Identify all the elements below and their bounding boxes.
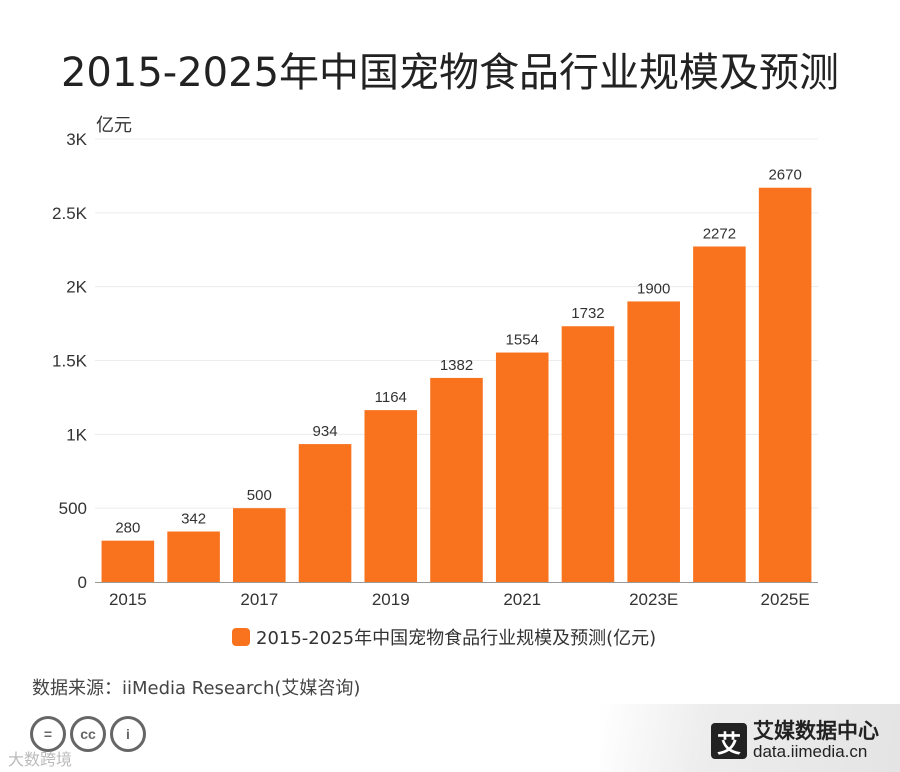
bar-value-labels: 280 342 500 934 1164 1382 1554 1732 1900 2272 2670 [115, 167, 801, 537]
footer-band [600, 704, 900, 772]
bar-value-label: 1900 [637, 280, 670, 297]
bar-value-label: 280 [115, 520, 140, 537]
bars [101, 187, 812, 583]
chart-title: 2015-2025年中国宠物食品行业规模及预测 [60, 50, 840, 96]
x-tick-label: 2019 [372, 590, 410, 609]
bar-value-label: 342 [181, 510, 206, 527]
bar-value-label: 1732 [571, 305, 604, 322]
bar-2024E[interactable] [693, 246, 746, 582]
x-tick-label: 2017 [240, 590, 278, 609]
x-axis-ticks: 2015 2017 2019 2021 2023E 2025E [109, 590, 810, 609]
x-tick-label: 2023E [629, 590, 678, 609]
bar-2017[interactable] [233, 508, 286, 582]
bar-2022[interactable] [561, 326, 615, 582]
license-icons: = cc i [30, 716, 146, 752]
brand-url: data.iimedia.cn [753, 742, 868, 761]
y-tick-label: 1K [66, 425, 87, 444]
bar-value-label: 2272 [703, 226, 736, 243]
y-axis-ticks: 0 500 1K 1.5K 2K 2.5K 3K [52, 130, 88, 592]
bar-value-label: 1554 [506, 332, 539, 349]
bar-value-label: 1164 [375, 389, 407, 406]
person-icon: i [110, 716, 146, 752]
y-axis-unit: 亿元 [96, 115, 132, 135]
bar-2018[interactable] [298, 444, 352, 582]
y-tick-label: 3K [66, 130, 87, 149]
y-tick-label: 1.5K [52, 352, 88, 371]
y-tick-label: 2K [66, 278, 87, 297]
bar-2021[interactable] [495, 352, 549, 582]
legend[interactable]: 2015-2025年中国宠物食品行业规模及预测(亿元) [232, 624, 656, 650]
bar-value-label: 934 [313, 423, 338, 440]
bar-2019[interactable] [364, 410, 418, 582]
bar-2016[interactable] [167, 531, 220, 582]
legend-label: 2015-2025年中国宠物食品行业规模及预测(亿元) [256, 628, 657, 649]
bar-2020[interactable] [430, 377, 483, 582]
bar-value-label: 2670 [768, 167, 801, 184]
brand-logo-icon: 艾 [711, 723, 747, 759]
bar-value-label: 500 [247, 487, 272, 504]
brand-name: 艾媒数据中心 [753, 719, 879, 743]
cc-icon: cc [70, 716, 106, 752]
equals-icon: = [30, 716, 66, 752]
legend-swatch [232, 628, 250, 646]
y-tick-label: 2.5K [52, 204, 88, 223]
x-tick-label: 2015 [109, 590, 147, 609]
bar-2023E[interactable] [627, 301, 680, 582]
bar-2025E[interactable] [758, 187, 812, 583]
bar-2015[interactable] [101, 540, 155, 582]
y-tick-label: 500 [59, 499, 87, 518]
watermark: 大数跨境 [8, 750, 73, 769]
x-tick-label: 2025E [761, 590, 810, 609]
bar-chart: 0 500 1K 1.5K 2K 2.5K 3K 亿元 280 342 500 934 1164 13… [52, 115, 818, 609]
y-tick-label: 0 [78, 573, 87, 592]
x-tick-label: 2021 [503, 590, 541, 609]
brand[interactable]: 艾 艾媒数据中心 data.iimedia.cn [711, 720, 879, 762]
bar-value-label: 1382 [440, 357, 473, 374]
source-note: 数据来源：iiMedia Research(艾媒咨询) [32, 678, 361, 699]
